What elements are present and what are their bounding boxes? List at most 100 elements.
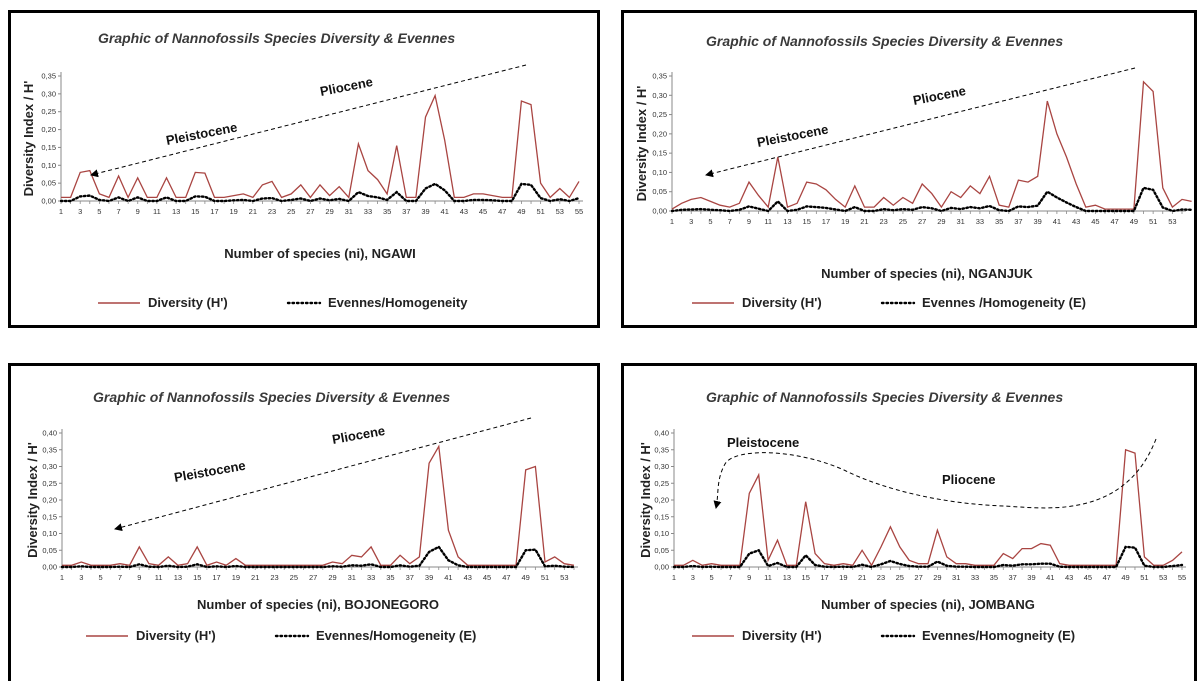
y-tick-label: 0,40 xyxy=(654,429,669,438)
x-tick-label: 7 xyxy=(728,217,732,226)
x-tick-label: 15 xyxy=(802,573,810,582)
x-tick-label: 9 xyxy=(136,207,140,216)
y-tick-label: 0,15 xyxy=(42,512,57,521)
x-tick-label: 53 xyxy=(556,207,564,216)
x-tick-label: 29 xyxy=(325,207,333,216)
epoch-trend-arrow xyxy=(114,417,532,532)
y-tick-label: 0,15 xyxy=(41,143,56,152)
x-tick-label: 3 xyxy=(689,217,693,226)
y-axis-label: Diversity Index / H' xyxy=(638,442,653,558)
x-tick-label: 11 xyxy=(764,217,772,226)
y-axis-label: Diversity Index / H' xyxy=(25,442,40,558)
annotation-pleistocene: Pleistocene xyxy=(165,119,239,148)
annotation-pleistocene: Pleistocene xyxy=(756,121,830,150)
x-tick-label: 1 xyxy=(60,573,64,582)
x-tick-label: 33 xyxy=(971,573,979,582)
x-tick-label: 45 xyxy=(483,573,491,582)
chart-panel-ngawi: Graphic of Nannofossils Species Diversit… xyxy=(8,10,600,328)
x-tick-label: 1 xyxy=(670,217,674,226)
epoch-trend-arrow xyxy=(705,67,1136,178)
chart-panel-nganjuk: Graphic of Nannofossils Species Diversit… xyxy=(621,10,1197,328)
chart-title: Graphic of Nannofossils Species Diversit… xyxy=(706,389,1063,405)
y-tick-label: 0,20 xyxy=(42,496,57,505)
chart-nganjuk: Graphic of Nannofossils Species Diversit… xyxy=(634,33,1193,310)
y-tick-label: 0,10 xyxy=(42,529,57,538)
y-tick-label: 0,40 xyxy=(42,429,57,438)
x-axis-label: Number of species (ni), JOMBANG xyxy=(821,597,1035,612)
x-tick-label: 39 xyxy=(1033,217,1041,226)
x-tick-label: 31 xyxy=(957,217,965,226)
x-tick-label: 31 xyxy=(952,573,960,582)
annotation-pliocene: Pliocene xyxy=(331,423,386,447)
x-tick-label: 13 xyxy=(783,217,791,226)
x-tick-label: 5 xyxy=(99,573,103,582)
series-evennes-line xyxy=(670,186,1193,213)
x-tick-label: 41 xyxy=(1046,573,1054,582)
x-tick-label: 21 xyxy=(858,573,866,582)
x-tick-label: 5 xyxy=(97,207,101,216)
x-axis-label: Number of species (ni), BOJONEGORO xyxy=(197,597,439,612)
legend: Diversity (H') Evennes/Homogeneity (E) xyxy=(86,628,476,643)
y-tick-label: 0,05 xyxy=(652,187,667,196)
x-tick-label: 53 xyxy=(560,573,568,582)
y-tick-label: 0,25 xyxy=(42,479,57,488)
x-tick-label: 3 xyxy=(691,573,695,582)
x-tick-label: 23 xyxy=(268,207,276,216)
x-tick-label: 17 xyxy=(820,573,828,582)
x-tick-label: 21 xyxy=(249,207,257,216)
chart-panel-bojonegoro: Graphic of Nannofossils Species Diversit… xyxy=(8,363,600,681)
x-tick-label: 5 xyxy=(708,217,712,226)
series-diversity-line xyxy=(671,80,1192,210)
x-tick-label: 47 xyxy=(1110,217,1118,226)
x-tick-label: 7 xyxy=(728,573,732,582)
y-tick-label: 0,30 xyxy=(652,91,667,100)
legend-label-diversity: Diversity (H') xyxy=(148,295,228,310)
legend-label-evennes: Evennes/Homogneity (E) xyxy=(922,628,1075,643)
x-axis-label: Number of species (ni), NGANJUK xyxy=(821,266,1033,281)
y-tick-label: 0,00 xyxy=(654,563,669,572)
legend-label-diversity: Diversity (H') xyxy=(742,295,822,310)
x-tick-label: 41 xyxy=(441,207,449,216)
y-tick-label: 0,10 xyxy=(41,161,56,170)
x-tick-label: 9 xyxy=(747,573,751,582)
y-tick-label: 0,00 xyxy=(652,207,667,216)
x-tick-label: 27 xyxy=(918,217,926,226)
x-tick-label: 19 xyxy=(839,573,847,582)
x-tick-label: 9 xyxy=(747,217,751,226)
y-tick-label: 0,20 xyxy=(41,125,56,134)
legend: Diversity (H') Evennes /Homogeneity (E) xyxy=(692,295,1086,310)
x-tick-label: 53 xyxy=(1168,217,1176,226)
x-tick-label: 37 xyxy=(1014,217,1022,226)
y-tick-label: 0,35 xyxy=(41,72,56,81)
x-tick-label: 49 xyxy=(522,573,530,582)
x-tick-label: 5 xyxy=(710,573,714,582)
x-tick-label: 13 xyxy=(172,207,180,216)
y-tick-label: 0,10 xyxy=(652,168,667,177)
annotation-pliocene: Pliocene xyxy=(912,83,967,108)
chart-panel-jombang: Graphic of Nannofossils Species Diversit… xyxy=(621,363,1197,681)
y-tick-label: 0,05 xyxy=(41,179,56,188)
x-tick-label: 19 xyxy=(841,217,849,226)
y-tick-label: 0,35 xyxy=(42,445,57,454)
x-tick-label: 23 xyxy=(270,573,278,582)
legend-label-evennes: Evennes /Homogeneity (E) xyxy=(922,295,1086,310)
series-diversity-line xyxy=(674,448,1183,567)
y-tick-label: 0,15 xyxy=(654,512,669,521)
x-tick-label: 27 xyxy=(309,573,317,582)
y-axis-label: Diversity Index / H' xyxy=(21,81,36,197)
x-tick-label: 17 xyxy=(210,207,218,216)
x-tick-label: 25 xyxy=(899,217,907,226)
x-tick-label: 25 xyxy=(287,207,295,216)
series-evennes-line xyxy=(59,182,581,203)
x-tick-label: 19 xyxy=(229,207,237,216)
x-tick-label: 37 xyxy=(402,207,410,216)
x-tick-label: 49 xyxy=(1130,217,1138,226)
x-axis-label: Number of species (ni), NGAWI xyxy=(224,246,415,261)
x-tick-label: 45 xyxy=(1084,573,1092,582)
chart-ngawi: Graphic of Nannofossils Species Diversit… xyxy=(21,30,583,310)
epoch-trend-arrow xyxy=(713,438,1157,509)
legend-label-diversity: Diversity (H') xyxy=(136,628,216,643)
x-tick-label: 29 xyxy=(328,573,336,582)
x-tick-label: 41 xyxy=(1053,217,1061,226)
y-tick-label: 0,30 xyxy=(654,462,669,471)
